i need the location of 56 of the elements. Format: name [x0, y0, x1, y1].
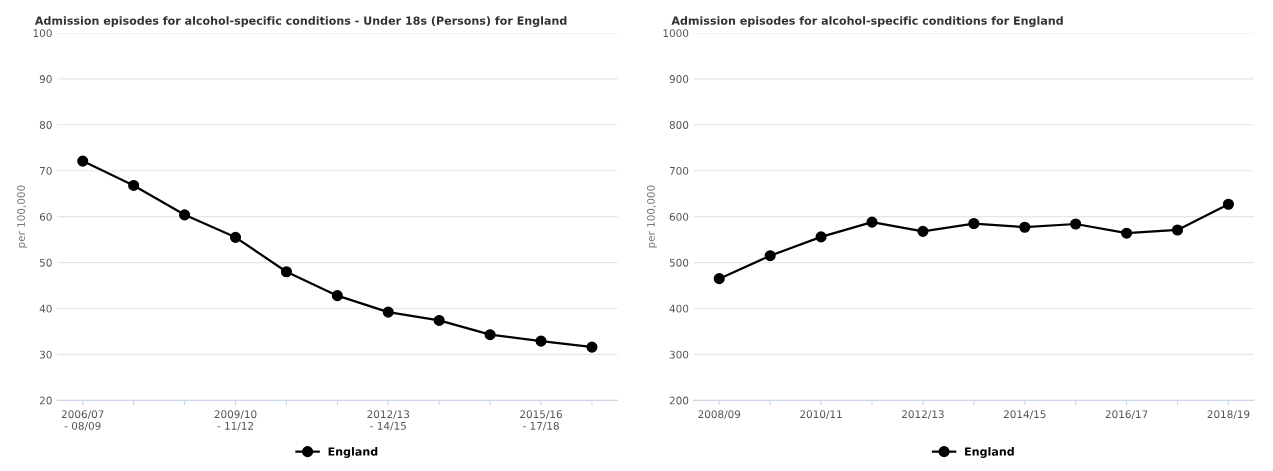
- point: [229, 231, 242, 243]
- y-tick-label: 40: [39, 304, 52, 313]
- point: [1070, 218, 1082, 230]
- y-tick-label: 90: [39, 75, 52, 83]
- point: [586, 341, 598, 353]
- point: [77, 155, 89, 167]
- y-tick-label: 200: [669, 396, 689, 405]
- legend-label: England: [965, 447, 1014, 458]
- point: [917, 225, 929, 237]
- point: [713, 273, 725, 285]
- point: [1171, 224, 1184, 236]
- y-tick-label: 30: [39, 350, 52, 359]
- point: [382, 306, 394, 318]
- point: [433, 314, 445, 327]
- point: [179, 209, 191, 221]
- y-tick-label: 600: [669, 212, 689, 221]
- y-tick-label: 70: [40, 166, 52, 175]
- x-tick-label: 2016/17: [1105, 410, 1148, 419]
- y-tick-label: 800: [669, 121, 689, 129]
- point: [968, 217, 980, 230]
- point: [1222, 198, 1235, 210]
- x-tick-label: 2010/11: [800, 410, 842, 419]
- y-tick-label: 300: [669, 350, 689, 359]
- x-tick-label: 2012/13: [902, 410, 944, 419]
- point: [866, 216, 878, 228]
- y-tick-label: 80: [39, 121, 52, 129]
- y-tick-label: 900: [669, 75, 689, 83]
- point: [128, 179, 140, 191]
- point: [535, 335, 547, 347]
- y-tick-label: 1000: [663, 29, 689, 38]
- legend-label: England: [328, 447, 378, 458]
- y-tick-label: 60: [39, 212, 52, 221]
- y-axis-title: per 100,000: [646, 185, 657, 248]
- point: [1019, 221, 1031, 233]
- y-tick-label: 700: [669, 166, 689, 175]
- x-tick-label: 2018/19: [1207, 410, 1250, 419]
- x-tick-label: 2008/09: [698, 410, 741, 419]
- x-tick-label: 2015/16 - 17/18: [520, 410, 563, 431]
- x-tick-label: 2009/10 - 11/12: [214, 410, 257, 431]
- y-tick-label: 100: [33, 29, 52, 38]
- point: [1121, 227, 1133, 239]
- y-tick-label: 500: [669, 258, 689, 267]
- y-axis-title: per 100,000: [17, 185, 27, 248]
- y-tick-label: 20: [39, 396, 52, 405]
- chart-title: Admission episodes for alcohol-specific conditions - Under 18s (Persons) for England: [34, 16, 567, 28]
- x-tick-label: 2014/15: [1003, 410, 1046, 419]
- chart-title: Admission episodes for alcohol-specific conditions for England: [671, 16, 1063, 28]
- point: [484, 329, 496, 341]
- point: [815, 231, 827, 243]
- point: [280, 266, 292, 278]
- y-tick-label: 50: [39, 258, 52, 267]
- x-tick-label: 2012/13 - 14/15: [367, 410, 410, 431]
- point: [331, 290, 343, 302]
- x-tick-label: 2006/07 - 08/09: [61, 410, 104, 431]
- point: [764, 250, 776, 262]
- y-tick-label: 400: [669, 304, 689, 313]
